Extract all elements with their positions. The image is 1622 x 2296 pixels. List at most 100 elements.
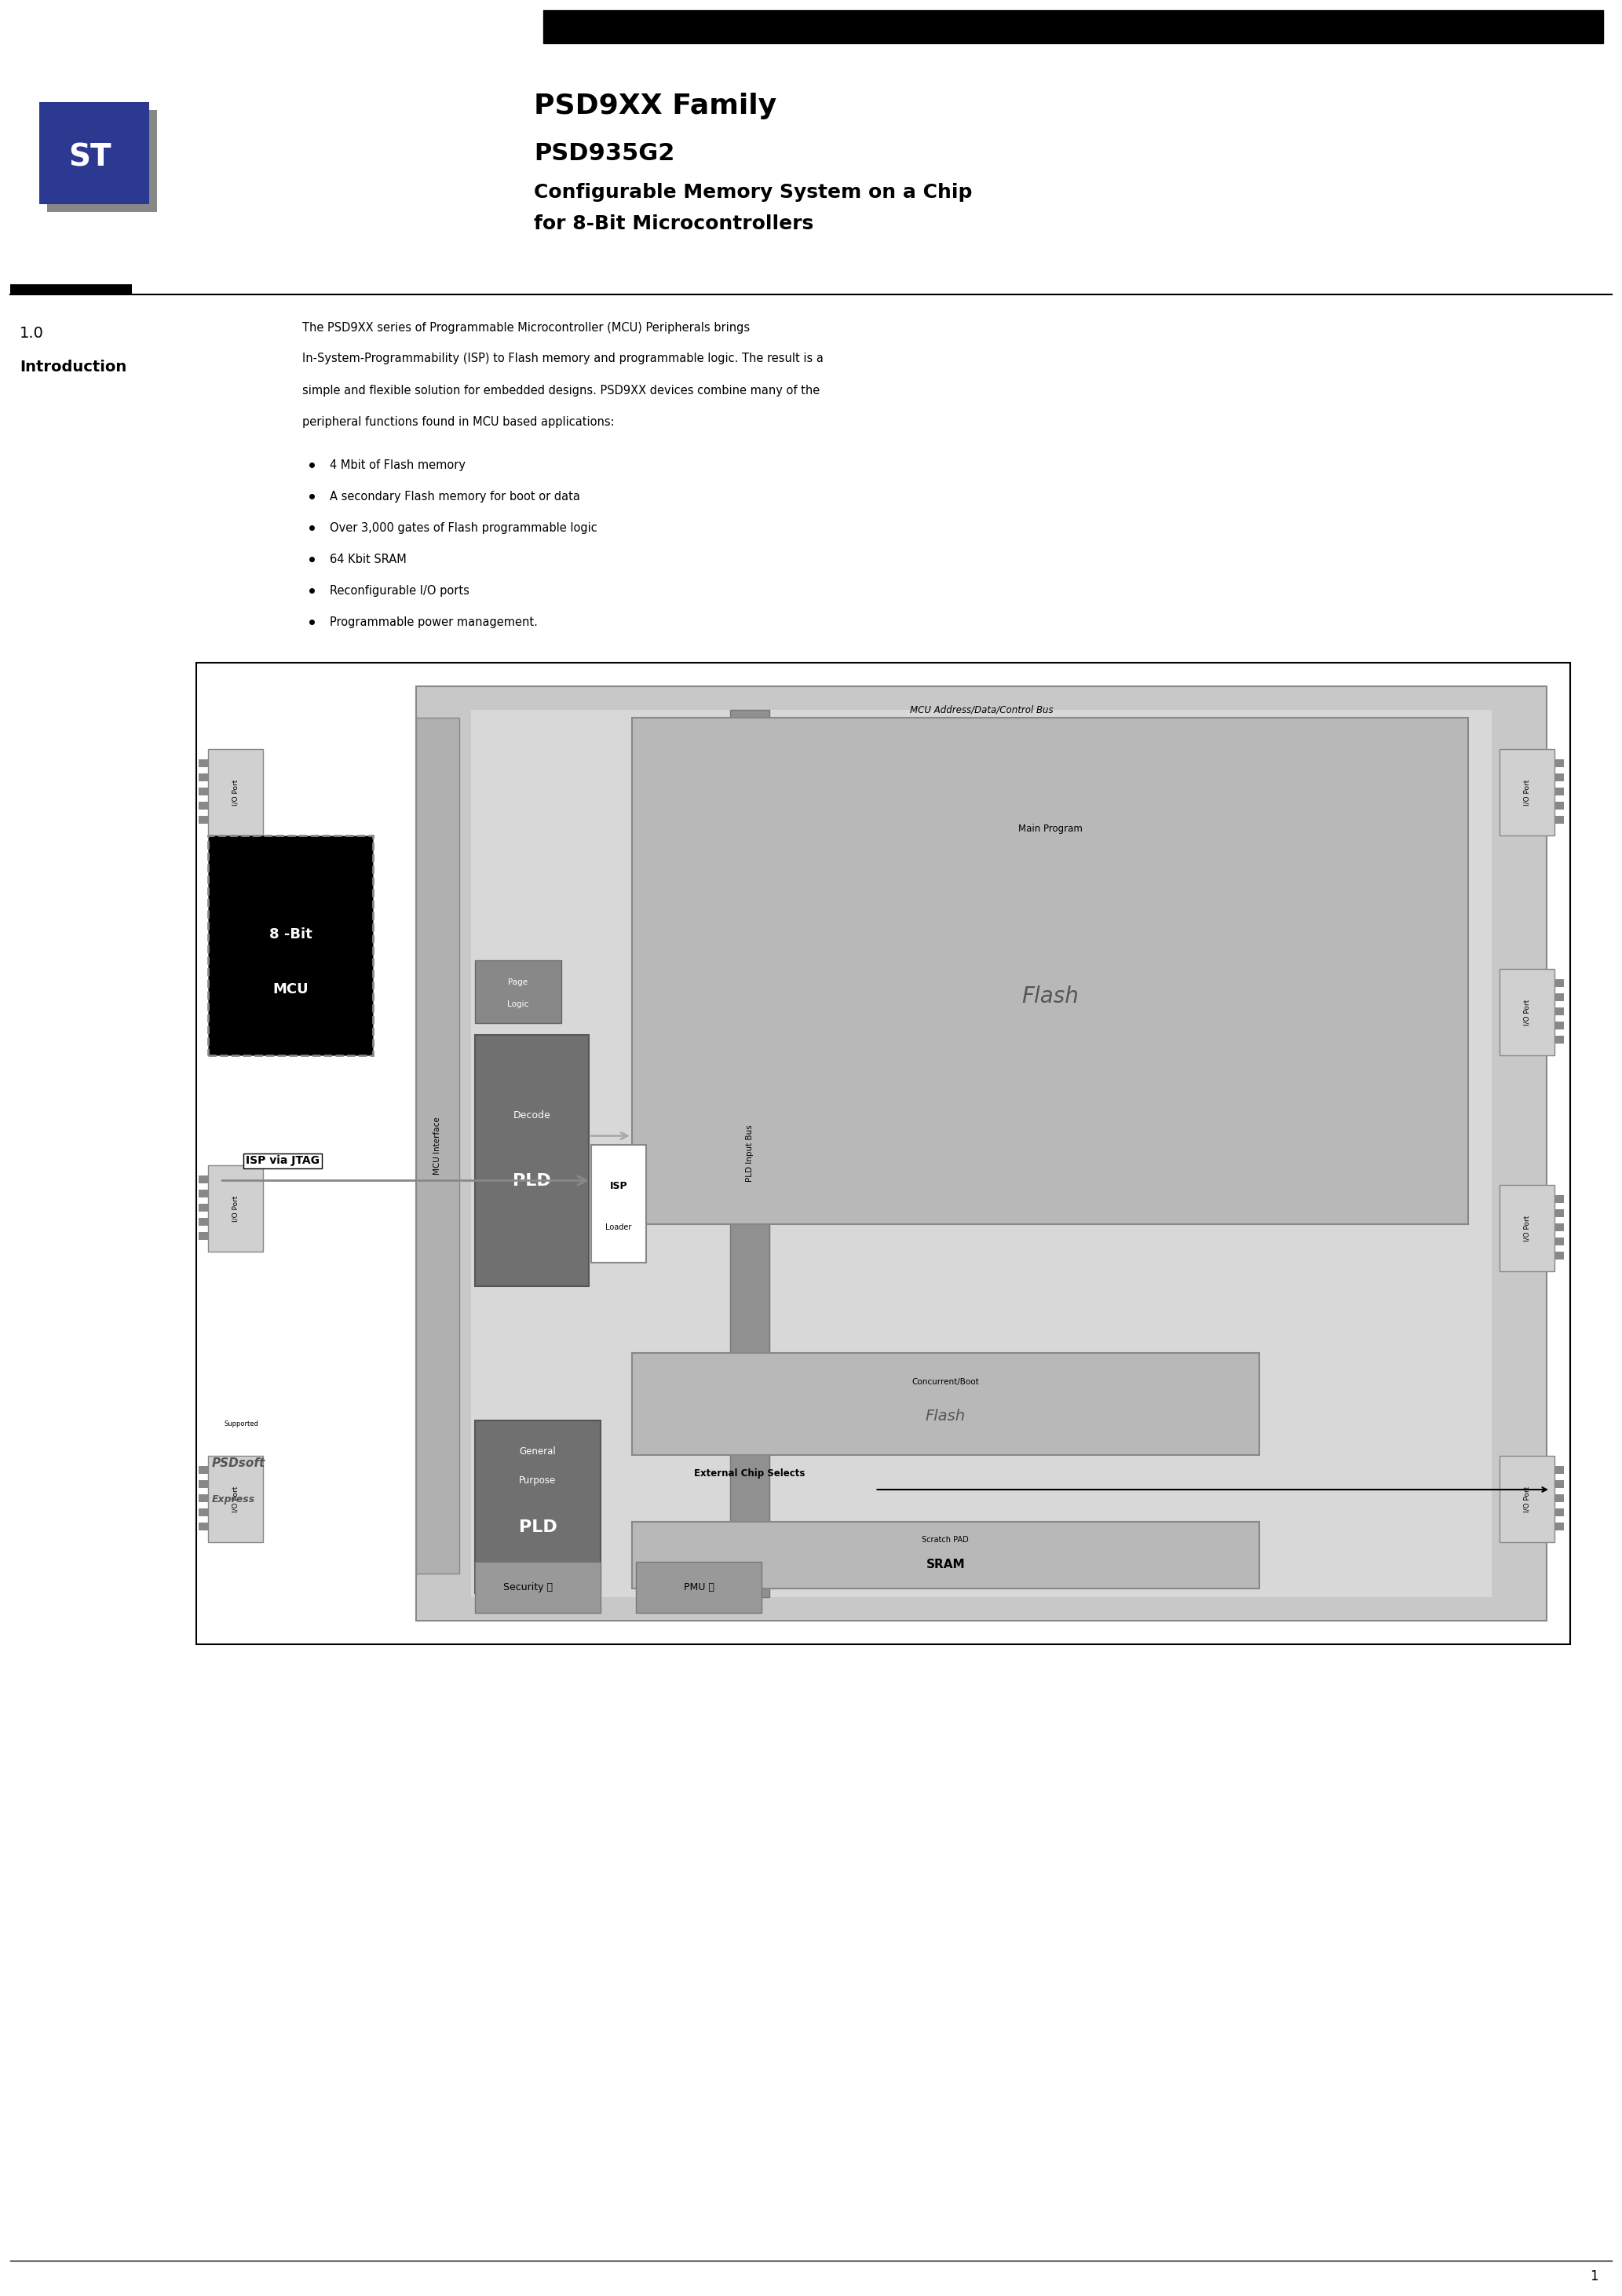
Text: Main Program: Main Program [1019,824,1082,833]
Bar [198,815,208,824]
Bar [475,1421,600,1593]
Text: A secondary Flash memory for boot or data: A secondary Flash memory for boot or dat… [329,491,581,503]
Bar [198,1233,208,1240]
Bar [198,774,208,781]
Text: simple and flexible solution for embedded designs. PSD9XX devices combine many o: simple and flexible solution for embedde… [302,383,819,397]
Text: for 8-Bit Microcontrollers: for 8-Bit Microcontrollers [534,214,814,234]
Bar [208,836,373,1056]
Bar [1554,1522,1564,1531]
Text: ST: ST [68,142,112,172]
Text: I/O Port: I/O Port [232,1196,238,1221]
Text: Over 3,000 gates of Flash programmable logic: Over 3,000 gates of Flash programmable l… [329,521,597,533]
Text: SRAM: SRAM [926,1559,965,1570]
Text: Purpose: Purpose [519,1476,556,1486]
Bar [730,709,769,1598]
Text: I/O Port: I/O Port [1523,1486,1531,1513]
Bar [198,1217,208,1226]
Bar [198,1467,208,1474]
Bar [633,1352,1259,1456]
Bar [1554,1196,1564,1203]
Text: I/O Port: I/O Port [232,1486,238,1513]
Text: 8 -Bit: 8 -Bit [269,928,311,941]
Bar [198,801,208,810]
Bar [198,1508,208,1515]
Text: Security 🔒: Security 🔒 [503,1582,553,1593]
Text: ISP: ISP [610,1182,628,1192]
Bar [1554,788,1564,794]
Text: peripheral functions found in MCU based applications:: peripheral functions found in MCU based … [302,416,615,427]
Bar [1554,1035,1564,1045]
Bar [475,1561,600,1612]
Text: Concurrent/Boot: Concurrent/Boot [912,1378,980,1384]
Text: General: General [519,1446,556,1456]
Bar [208,748,263,836]
Text: PLD: PLD [513,1173,551,1189]
Bar [475,1035,589,1286]
Bar [198,788,208,794]
Text: Page: Page [508,978,529,987]
Bar [417,687,1547,1621]
Text: PLD: PLD [519,1520,556,1536]
Bar [198,1189,208,1199]
Bar [208,1166,263,1251]
Bar [1554,994,1564,1001]
Bar [198,1176,208,1182]
Bar [1554,978,1564,987]
Bar [470,709,1492,1598]
Text: External Chip Selects: External Chip Selects [694,1469,805,1479]
Bar [196,664,1570,1644]
Bar [1554,1481,1564,1488]
Text: Decode: Decode [513,1111,550,1120]
Bar [590,1146,646,1263]
Bar [198,1203,208,1212]
Bar [1554,1238,1564,1244]
Text: I/O Port: I/O Port [1523,999,1531,1026]
Bar [636,1561,762,1612]
Bar [1554,1467,1564,1474]
Text: Supported: Supported [224,1421,258,1428]
Text: 64 Kbit SRAM: 64 Kbit SRAM [329,553,407,565]
Bar [1554,1008,1564,1015]
Bar [1554,1495,1564,1502]
Bar [1499,1456,1554,1543]
Text: 1.0: 1.0 [19,326,44,342]
Text: PMU 🧴: PMU 🧴 [683,1582,714,1593]
Bar [10,285,131,296]
Text: MCU: MCU [272,983,308,996]
Text: 1: 1 [1590,2268,1598,2285]
Text: ISP via JTAG: ISP via JTAG [247,1155,320,1166]
Text: PSD9XX Family: PSD9XX Family [534,92,777,119]
Bar [208,1456,263,1543]
Bar [1554,760,1564,767]
Text: 4 Mbit of Flash memory: 4 Mbit of Flash memory [329,459,466,471]
Text: In-System-Programmability (ISP) to Flash memory and programmable logic. The resu: In-System-Programmability (ISP) to Flash… [302,354,824,365]
Text: MCU Address/Data/Control Bus: MCU Address/Data/Control Bus [910,705,1053,714]
Text: Reconfigurable I/O ports: Reconfigurable I/O ports [329,585,469,597]
Text: Scratch PAD: Scratch PAD [921,1536,968,1545]
Bar [1554,1210,1564,1217]
Text: Flash: Flash [1022,985,1079,1008]
Text: Programmable power management.: Programmable power management. [329,615,537,627]
Text: The PSD9XX series of Programmable Microcontroller (MCU) Peripherals brings: The PSD9XX series of Programmable Microc… [302,321,749,333]
Text: MCU Interface: MCU Interface [433,1116,441,1176]
Bar [1554,774,1564,781]
Bar [633,719,1468,1224]
Bar [1554,801,1564,810]
Bar [1554,1251,1564,1261]
Text: I/O Port: I/O Port [1523,1215,1531,1242]
Text: I/O Port: I/O Port [232,778,238,806]
Bar [1554,1508,1564,1515]
Bar [1499,969,1554,1056]
Text: Flash: Flash [926,1410,965,1424]
Text: Introduction: Introduction [19,358,127,374]
Bar [543,9,1603,44]
Text: I/O Port: I/O Port [1523,778,1531,806]
Bar [198,1522,208,1531]
Bar [1499,748,1554,836]
Text: Express: Express [212,1495,255,1504]
Text: Configurable Memory System on a Chip: Configurable Memory System on a Chip [534,184,972,202]
Bar [47,110,157,211]
Bar [198,760,208,767]
Bar [198,1495,208,1502]
Text: PSD935G2: PSD935G2 [534,142,675,165]
